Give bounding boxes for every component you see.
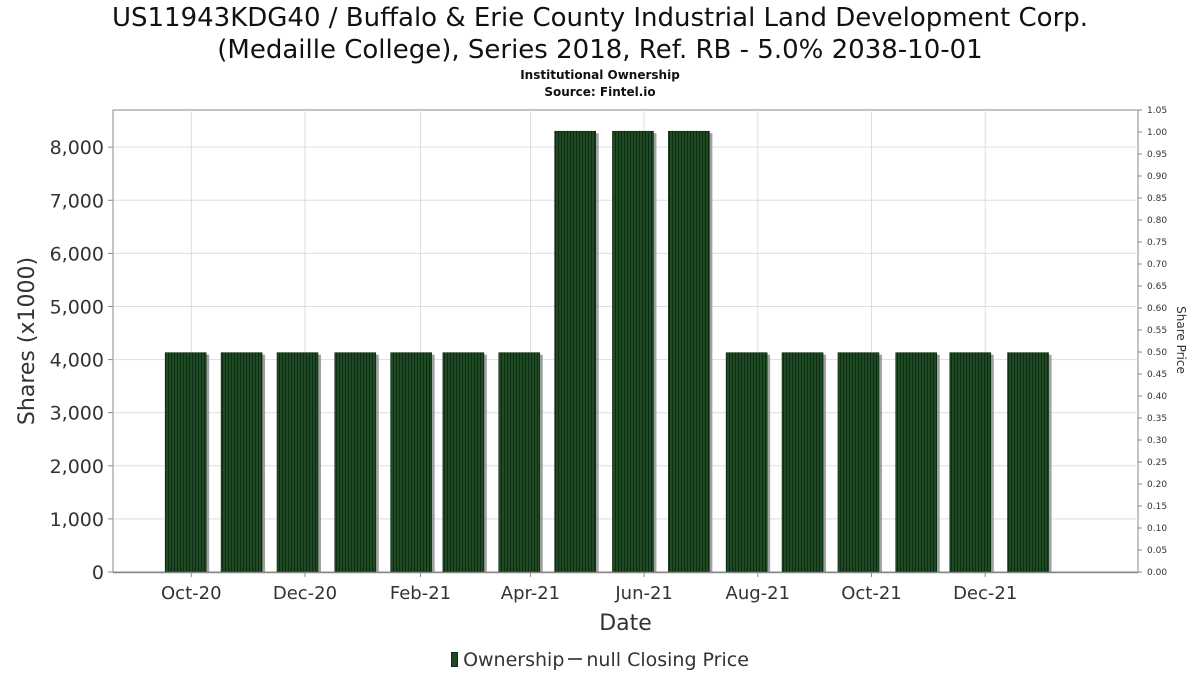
y-tick-label: 8,000 xyxy=(50,137,104,159)
ownership-bar xyxy=(390,352,432,573)
legend-ownership-label: Ownership xyxy=(463,649,565,671)
ownership-bar xyxy=(220,352,263,573)
y2-tick-label: 0.45 xyxy=(1147,370,1167,380)
y2-tick-label: 0.65 xyxy=(1147,282,1167,292)
ownership-bar xyxy=(498,352,541,573)
chart-legend: Ownership null Closing Price xyxy=(0,648,1200,672)
y2-tick-label: 0.00 xyxy=(1147,568,1167,578)
y2-tick-label: 0.80 xyxy=(1147,216,1167,226)
x-tick-label: Dec-21 xyxy=(953,583,1017,604)
y-tick-label: 2,000 xyxy=(50,456,104,478)
y-tick-label: 6,000 xyxy=(50,243,104,265)
x-tick-label: Dec-20 xyxy=(273,583,337,604)
y2-tick-label: 0.10 xyxy=(1147,524,1167,534)
chart-title-line-2: (Medaille College), Series 2018, Ref. RB… xyxy=(217,35,983,65)
y2-tick-label: 0.35 xyxy=(1147,414,1167,424)
y2-tick-label: 1.05 xyxy=(1147,106,1167,116)
legend-price-label: null Closing Price xyxy=(586,649,749,671)
y2-tick-label: 0.05 xyxy=(1147,546,1167,556)
ownership-bar xyxy=(668,130,710,573)
y2-tick-label: 0.30 xyxy=(1147,436,1167,446)
ownership-bar xyxy=(442,352,485,573)
x-tick-label: Apr-21 xyxy=(501,583,560,604)
y-tick-label: 7,000 xyxy=(50,190,104,212)
chart-source: Source: Fintel.io xyxy=(544,85,656,99)
y-tick-label: 4,000 xyxy=(50,350,104,372)
y2-tick-label: 0.95 xyxy=(1147,150,1167,160)
y-axis-label: Shares (x1000) xyxy=(15,257,40,425)
y2-tick-label: 0.85 xyxy=(1147,194,1167,204)
ownership-bar xyxy=(781,352,824,573)
y-tick-label: 0 xyxy=(92,562,104,584)
ownership-bar xyxy=(837,352,880,573)
ownership-bar xyxy=(164,352,207,573)
x-tick-label: Feb-21 xyxy=(390,583,451,604)
chart-title-line-1: US11943KDG40 / Buffalo & Erie County Ind… xyxy=(111,3,1089,33)
ownership-bar xyxy=(725,352,768,573)
y-tick-label: 1,000 xyxy=(50,509,104,531)
y2-tick-label: 0.90 xyxy=(1147,172,1167,182)
y-tick-label: 5,000 xyxy=(50,296,104,318)
ownership-bar xyxy=(1007,352,1049,573)
y2-tick-label: 0.50 xyxy=(1147,348,1167,358)
ownership-bar xyxy=(334,352,377,573)
chart-subtitle: Institutional Ownership xyxy=(520,68,680,82)
y2-tick-label: 0.40 xyxy=(1147,392,1167,402)
x-tick-label: Oct-21 xyxy=(841,583,902,604)
ownership-bar xyxy=(949,352,992,573)
ownership-bar xyxy=(276,352,319,573)
y2-tick-label: 1.00 xyxy=(1147,128,1167,138)
x-axis-label: Date xyxy=(599,611,652,636)
y2-tick-label: 0.25 xyxy=(1147,458,1167,468)
legend-ownership-swatch xyxy=(451,652,459,667)
y2-tick-label: 0.60 xyxy=(1147,304,1167,314)
y2-tick-label: 0.20 xyxy=(1147,480,1167,490)
y2-tick-label: 0.75 xyxy=(1147,238,1167,248)
y2-tick-label: 0.15 xyxy=(1147,502,1167,512)
ownership-bar xyxy=(554,130,596,573)
x-tick-label: Aug-21 xyxy=(726,583,791,604)
y-tick-label: 3,000 xyxy=(50,403,104,425)
y2-axis-label: Share Price xyxy=(1174,306,1188,374)
ownership-bar xyxy=(612,130,654,573)
legend-price-line xyxy=(568,658,583,660)
ownership-bar xyxy=(895,352,938,573)
y2-tick-label: 0.70 xyxy=(1147,260,1167,270)
y2-tick-label: 0.55 xyxy=(1147,326,1167,336)
x-tick-label: Jun-21 xyxy=(614,583,673,604)
x-tick-label: Oct-20 xyxy=(161,583,222,604)
